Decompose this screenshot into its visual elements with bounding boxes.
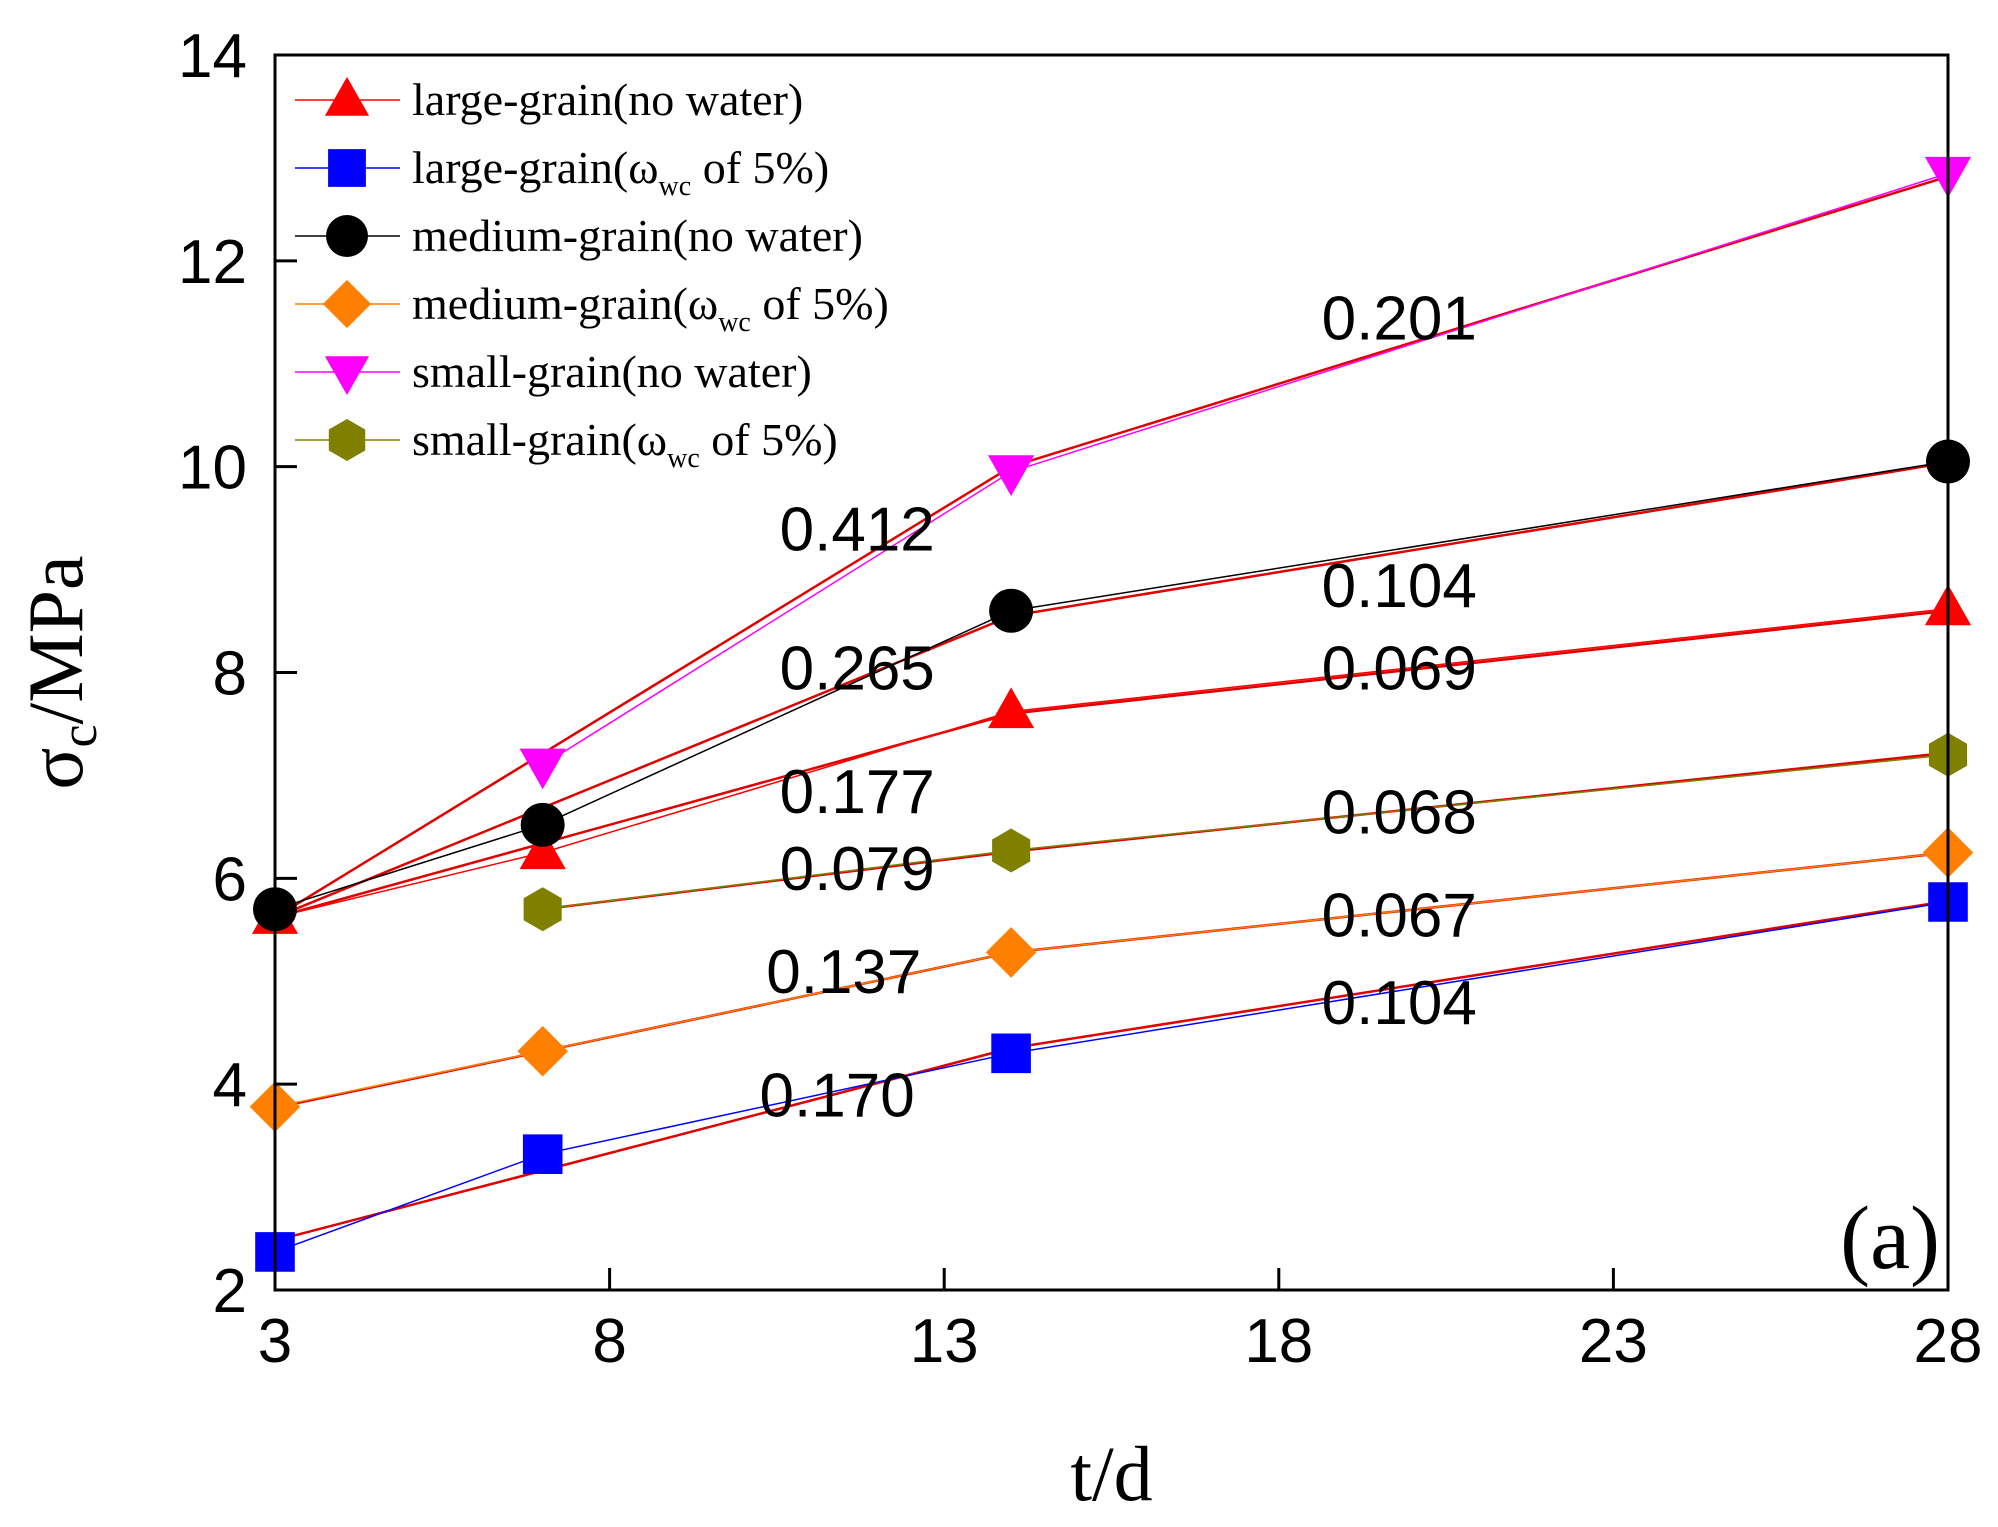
y-axis-title-rest: /MPa <box>12 555 99 724</box>
data-point <box>519 748 566 790</box>
legend-label: small-grain(ωwc of 5%) <box>412 414 838 474</box>
y-axis-title-sub: c <box>51 724 108 747</box>
x-tick-label: 3 <box>258 1307 292 1376</box>
legend-label: large-grain(ωwc of 5%) <box>412 142 829 202</box>
slope-label: 0.170 <box>760 1061 915 1130</box>
series-line-1 <box>274 607 1949 919</box>
legend-label-text: medium-grain(ω <box>412 278 718 329</box>
fit-line <box>274 712 1012 919</box>
slope-label: 0.104 <box>1322 969 1477 1038</box>
x-axis-title: t/d <box>1070 1430 1152 1517</box>
slope-label: 0.104 <box>1322 552 1477 621</box>
legend-label-sub: wc <box>718 307 751 338</box>
legend-label: large-grain(no water) <box>412 74 803 125</box>
axis-ticks: 3 8 13 18 23 28 2 4 6 8 10 12 14 <box>178 22 1982 1376</box>
fit-line <box>1010 175 1949 468</box>
legend-label-text: small-grain(ω <box>412 414 667 465</box>
data-markers <box>249 156 1974 1272</box>
slope-label: 0.068 <box>1322 778 1477 847</box>
slope-label: 0.079 <box>780 835 935 904</box>
legend-marker <box>324 356 370 396</box>
series-line-2 <box>274 901 1949 1253</box>
legend-label-sub: wc <box>667 443 700 474</box>
y-tick-label: 8 <box>213 640 247 709</box>
legend-marker <box>322 279 372 329</box>
legend-label-text: large-grain(ω <box>412 142 659 193</box>
slope-label: 0.177 <box>780 758 935 827</box>
data-point <box>989 588 1034 633</box>
x-tick-label: 8 <box>592 1307 626 1376</box>
legend-label: medium-grain(ωwc of 5%) <box>412 278 889 338</box>
slope-label: 0.137 <box>766 938 921 1007</box>
x-tick-label: 23 <box>1579 1307 1648 1376</box>
series-lines <box>274 172 1949 1253</box>
y-tick-label: 2 <box>213 1257 247 1326</box>
y-tick-label: 10 <box>178 434 247 503</box>
slope-label: 0.067 <box>1322 881 1477 950</box>
data-point <box>523 887 562 932</box>
legend: large-grain(no water)large-grain(ωwc of … <box>295 74 889 474</box>
fit-line <box>274 465 1012 919</box>
data-point <box>992 828 1031 873</box>
legend-label: medium-grain(no water) <box>412 210 863 261</box>
data-point <box>991 1033 1031 1074</box>
series-line-6 <box>542 754 1949 910</box>
x-tick-label: 28 <box>1914 1307 1983 1376</box>
legend-label-text: of 5%) <box>751 278 889 329</box>
data-point <box>988 687 1035 729</box>
y-axis-title: σc/MPa <box>12 555 108 789</box>
series-line-4 <box>274 851 1949 1108</box>
data-point <box>522 1134 563 1174</box>
slope-label: 0.265 <box>780 634 935 703</box>
data-point <box>517 1025 568 1077</box>
fit-line <box>1010 609 1949 715</box>
legend-marker <box>328 419 366 461</box>
legend-label-text: medium-grain(no water) <box>412 210 863 261</box>
y-tick-label: 14 <box>178 22 247 91</box>
legend-label-text: large-grain(no water) <box>412 74 803 125</box>
y-tick-label: 6 <box>213 845 247 914</box>
legend-marker <box>326 215 368 257</box>
legend-marker <box>324 76 370 116</box>
slope-labels: 0.201 0.412 0.104 0.265 0.069 0.177 0.068 0.079… <box>760 284 1477 1130</box>
data-point <box>985 927 1037 978</box>
y-tick-label: 12 <box>178 228 247 297</box>
legend-label-text: of 5%) <box>691 142 829 193</box>
slope-label: 0.069 <box>1322 634 1477 703</box>
y-tick-label: 4 <box>213 1051 247 1120</box>
x-tick-label: 18 <box>1244 1307 1313 1376</box>
data-point <box>520 802 565 847</box>
legend-label-text: small-grain(no water) <box>412 346 812 397</box>
data-point <box>988 455 1035 496</box>
slope-label: 0.201 <box>1322 284 1477 353</box>
legend-label-sub: wc <box>659 171 692 202</box>
data-point <box>519 828 566 870</box>
legend-label: small-grain(no water) <box>412 346 812 397</box>
fit-line <box>1010 461 1949 618</box>
series-line-5 <box>542 172 1949 766</box>
panel-label: (a) <box>1840 1189 1940 1288</box>
x-tick-label: 13 <box>910 1307 979 1376</box>
fit-lines <box>274 175 1949 1242</box>
legend-label-text: of 5%) <box>700 414 838 465</box>
legend-marker <box>328 149 366 187</box>
y-axis-title-main: σ <box>12 748 99 790</box>
slope-label: 0.412 <box>780 495 935 564</box>
fit-line <box>1010 899 1949 1050</box>
series-line-3 <box>274 460 1949 910</box>
